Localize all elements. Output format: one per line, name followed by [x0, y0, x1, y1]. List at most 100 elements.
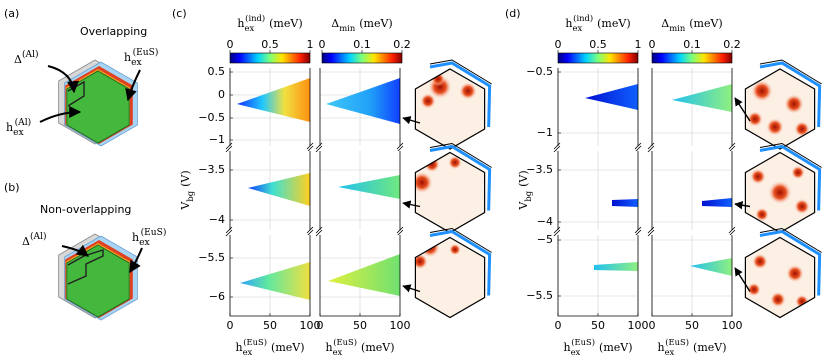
density-blob	[791, 165, 805, 180]
heatmap-region	[338, 175, 400, 199]
inset-shell	[759, 144, 822, 211]
inset-arrow	[402, 116, 421, 125]
inset-arrow	[734, 97, 751, 122]
label-sub: ex	[571, 347, 581, 357]
label-base: h	[124, 51, 131, 64]
x-tick-label: 100	[628, 319, 649, 332]
label-sup: (ind)	[245, 13, 265, 23]
y-tick-label: 0.5	[208, 65, 226, 78]
label-sub: ex	[139, 238, 150, 248]
density-blob	[794, 198, 810, 215]
inset-shell	[759, 229, 822, 296]
axis-break	[306, 226, 314, 234]
axis-break	[634, 226, 642, 234]
axis-break	[315, 142, 323, 150]
axis-break	[396, 226, 404, 234]
heatmap-region	[240, 262, 310, 300]
density-blob	[784, 94, 804, 114]
axis-break	[553, 226, 561, 234]
inset-shell-edge	[429, 227, 492, 253]
label-base: h	[325, 341, 332, 354]
colorbar	[651, 52, 733, 64]
density-blob	[448, 155, 462, 170]
label-base: h	[565, 17, 572, 30]
label-sup: (Al)	[30, 231, 47, 242]
label-sub: ex	[244, 23, 254, 33]
axis-break	[396, 142, 404, 150]
y-axis-label: Vbg (V)	[179, 170, 195, 210]
x-tick-label: 100	[390, 319, 411, 332]
arrow	[129, 247, 143, 274]
annotation: hex(Al)	[6, 117, 31, 138]
inset-density	[415, 155, 462, 194]
x-tick-label: 50	[263, 319, 277, 332]
axis-break	[634, 142, 642, 150]
plot-frame	[229, 151, 311, 230]
label-unit: (meV)	[597, 17, 630, 30]
annotation: hex(EuS)	[124, 47, 158, 68]
heatmap-region	[237, 78, 310, 122]
panel-label: (c)	[172, 7, 187, 20]
axis-break	[225, 226, 233, 234]
label-sup: (Al)	[15, 117, 32, 128]
axis-break	[647, 229, 655, 237]
axis-break	[225, 142, 233, 150]
colorbar-tick-label: 1	[635, 38, 642, 51]
colorbar-title: hex(ind) (meV)	[237, 13, 302, 33]
annotation: Δ(Al)	[14, 49, 39, 67]
axis-break	[225, 145, 233, 153]
nanowire	[66, 244, 130, 318]
inset-outline	[414, 68, 486, 150]
y-tick-label: −4	[537, 215, 553, 228]
label-base: Δ	[22, 235, 30, 248]
density-blob	[770, 291, 786, 308]
inset-fill	[415, 152, 485, 233]
label-sup: (EuS)	[243, 337, 267, 347]
y-tick-label: −5.5	[526, 289, 553, 302]
inset-shell-edge	[759, 227, 822, 253]
x-tick-label: 50	[353, 319, 367, 332]
x-axis-label: hex(EuS) (meV)	[325, 337, 394, 357]
inset-shell	[429, 144, 492, 211]
label-sub: ex	[665, 347, 675, 357]
label-base: Δ	[331, 17, 339, 30]
annotation: Δ(Al)	[22, 231, 47, 249]
inset-shell-edge	[759, 142, 822, 168]
density-blob	[786, 264, 804, 283]
label-unit: (meV)	[359, 17, 392, 30]
colorbar-tick-label: 0	[649, 38, 656, 51]
inset-shell-edge	[429, 142, 492, 168]
x-tick-label: 50	[591, 319, 605, 332]
axis-break	[647, 142, 655, 150]
inset-shell	[759, 61, 822, 128]
annotation: hex(EuS)	[132, 227, 166, 248]
label-unit: (V)	[517, 170, 530, 187]
x-tick-label: 0	[649, 319, 656, 332]
label-base: h	[235, 341, 242, 354]
axis-break	[315, 229, 323, 237]
label-sub: ex	[572, 23, 582, 33]
label-sup: (EuS)	[665, 337, 689, 347]
axis-break	[553, 145, 561, 153]
density-blob	[420, 93, 436, 109]
axis-break	[306, 142, 314, 150]
label-base: h	[563, 341, 570, 354]
label-unit: (meV)	[269, 17, 302, 30]
inset-outline	[414, 236, 486, 319]
inset-fill	[415, 237, 485, 318]
x-tick-label: 100	[722, 319, 743, 332]
density-blob	[424, 156, 440, 173]
heatmap-region	[690, 258, 732, 276]
panel-title: Non-overlapping	[40, 203, 131, 216]
label-sup: (EuS)	[571, 337, 595, 347]
y-tick-label: −1	[209, 133, 225, 146]
colorbar	[321, 52, 403, 64]
label-base: Δ	[661, 17, 669, 30]
label-sup: (EuS)	[133, 47, 159, 58]
label-unit: (meV)	[361, 341, 394, 354]
colorbar-tick-label: 0.2	[393, 38, 411, 51]
panel-label: (b)	[4, 181, 20, 194]
y-tick-label: −0.5	[526, 65, 553, 78]
y-tick-label: −0.5	[198, 111, 225, 124]
heatmap-region	[672, 84, 732, 112]
